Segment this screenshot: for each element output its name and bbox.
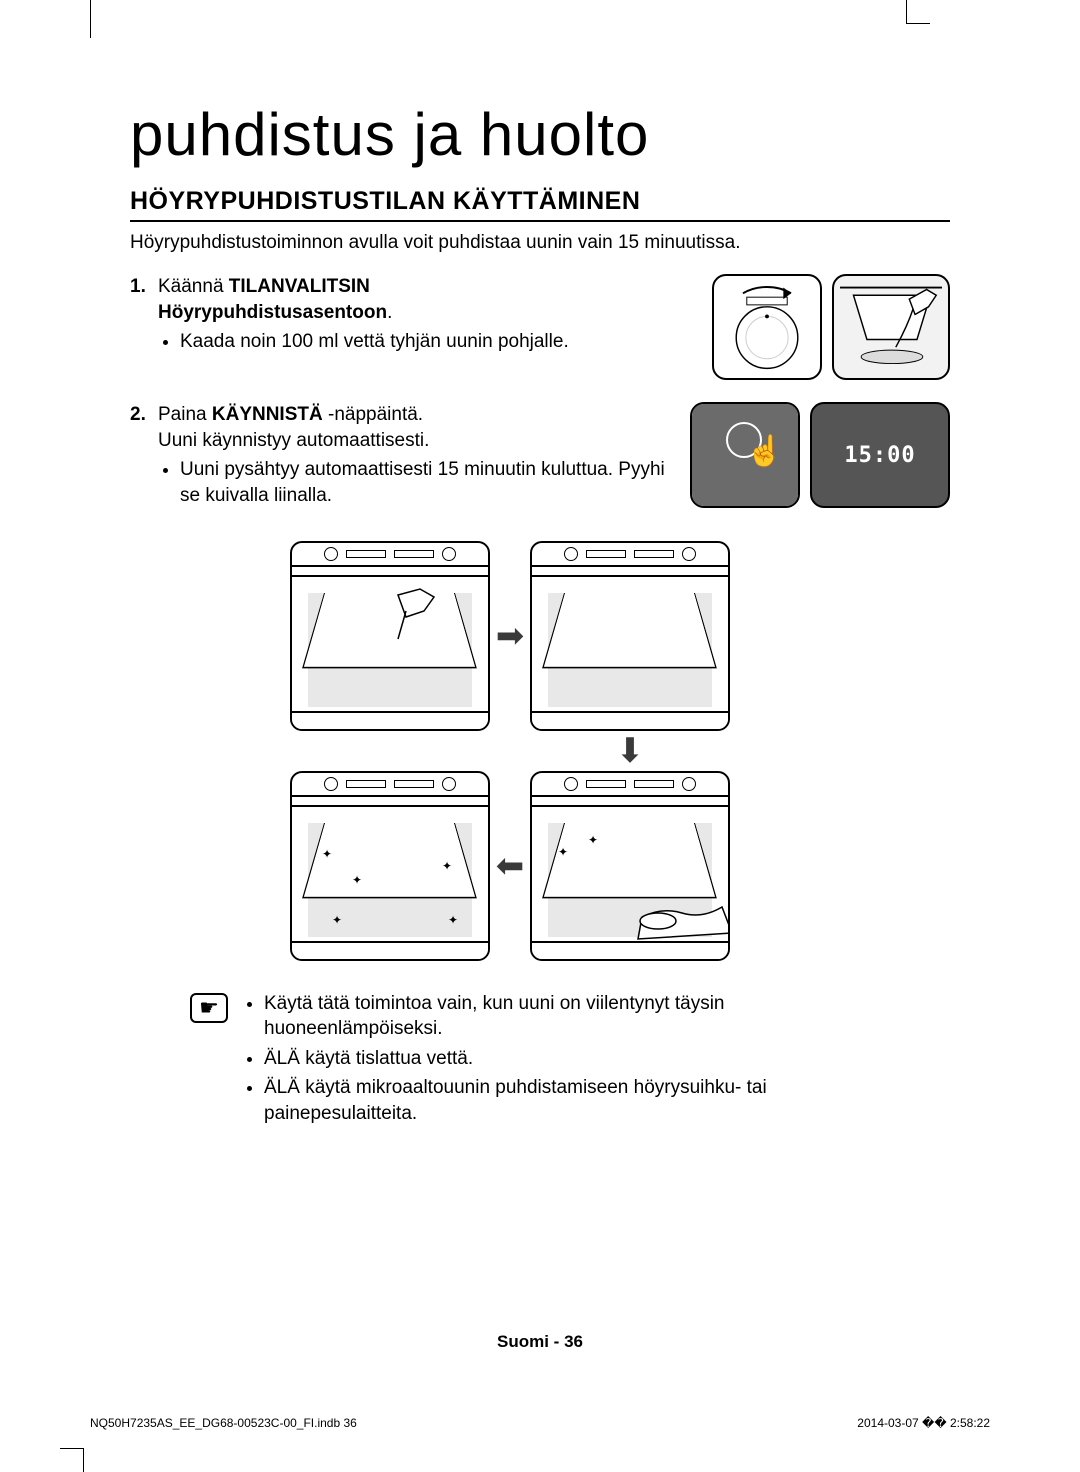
page-title: puhdistus ja huolto: [130, 100, 950, 169]
crop-mark-top-left: [90, 0, 91, 38]
step-1-bold-a: TILANVALITSIN: [229, 276, 370, 297]
step-1: 1.Käännä TILANVALITSIN Höyrypuhdistusase…: [130, 274, 950, 380]
section-heading: HÖYRYPUHDISTUSTILAN KÄYTTÄMINEN: [130, 187, 950, 222]
footer-indb: NQ50H7235AS_EE_DG68-00523C-00_FI.indb 36: [90, 1416, 357, 1430]
step-1-lead-a: Käännä: [158, 276, 229, 297]
footer-meta: NQ50H7235AS_EE_DG68-00523C-00_FI.indb 36…: [90, 1416, 990, 1430]
footer-sep: -: [549, 1332, 564, 1351]
step-2-line2: Uuni käynnistyy automaattisesti.: [158, 430, 429, 451]
page-content: puhdistus ja huolto HÖYRYPUHDISTUSTILAN …: [130, 100, 950, 1131]
step-1-number: 1.: [130, 274, 158, 300]
oven-sequence: ➡ ⬇ ✦ ✦ ⬅ ✦: [290, 541, 790, 961]
note-1: Käytä tätä toimintoa vain, kun uuni on v…: [264, 991, 890, 1042]
footer-timestamp: 2014-03-07 �� 2:58:22: [857, 1416, 990, 1430]
step-2-lead-a: Paina: [158, 404, 212, 425]
step-1-text: 1.Käännä TILANVALITSIN Höyrypuhdistusase…: [130, 274, 694, 357]
step-1-bold-b: Höyrypuhdistusasentoon: [158, 302, 387, 323]
intro-text: Höyrypuhdistustoiminnon avulla voit puhd…: [130, 232, 950, 254]
hand-pointer-icon: ☝: [746, 434, 783, 469]
step-2-text: 2.Paina KÄYNNISTÄ -näppäintä. Uuni käynn…: [130, 402, 672, 511]
step-2-bold-a: KÄYNNISTÄ: [212, 404, 323, 425]
step-2-number: 2.: [130, 402, 158, 428]
oven-state-wipe: ✦ ✦: [530, 771, 730, 961]
figure-pour-water: [832, 274, 950, 380]
step-2-figures: ☝ 15:00: [690, 402, 950, 508]
note-pointer-icon: ☛: [190, 993, 228, 1023]
notes: ☛ Käytä tätä toimintoa vain, kun uuni on…: [130, 991, 950, 1131]
oven-state-steam: [530, 541, 730, 731]
footer-lang: Suomi: [497, 1332, 549, 1351]
crop-mark-bottom-left: [60, 1448, 84, 1472]
oven-state-pour: [290, 541, 490, 731]
step-1-bullet-1: Kaada noin 100 ml vettä tyhjän uunin poh…: [180, 329, 694, 355]
display-time-value: 15:00: [844, 443, 915, 468]
arrow-down-icon: ⬇: [616, 734, 645, 768]
step-2-tail-a: -näppäintä.: [323, 404, 423, 425]
note-3: ÄLÄ käytä mikroaaltouunin puhdistamiseen…: [264, 1075, 890, 1126]
footer-page-num: 36: [564, 1332, 583, 1351]
figure-display-time: 15:00: [810, 402, 950, 508]
step-1-figures: [712, 274, 950, 380]
oven-state-clean: ✦ ✦ ✦ ✦ ✦: [290, 771, 490, 961]
step-2: 2.Paina KÄYNNISTÄ -näppäintä. Uuni käynn…: [130, 402, 950, 511]
crop-mark-top-right: [906, 0, 930, 24]
note-2: ÄLÄ käytä tislattua vettä.: [264, 1046, 890, 1072]
footer-page-number: Suomi - 36: [0, 1332, 1080, 1352]
figure-dial: [712, 274, 822, 380]
step-2-bullet-1: Uuni pysähtyy automaattisesti 15 minuuti…: [180, 457, 672, 508]
step-1-tail: .: [387, 302, 392, 323]
figure-touch-start: ☝: [690, 402, 800, 508]
arrow-left-icon: ⬅: [496, 849, 525, 883]
arrow-right-icon: ➡: [496, 619, 525, 653]
